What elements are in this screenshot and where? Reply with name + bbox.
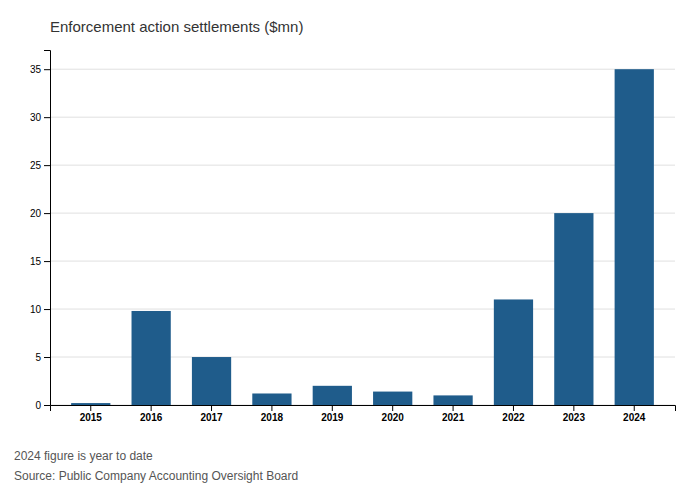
x-tick-mark (151, 405, 152, 411)
x-tick: 2016 (140, 405, 163, 423)
x-tick-mark (573, 405, 574, 411)
bar (554, 213, 593, 405)
x-tick-label: 2022 (502, 412, 525, 423)
x-axis-line (51, 406, 676, 412)
x-tick-label: 2024 (623, 412, 646, 423)
bar (71, 403, 110, 405)
y-tick: 25 (30, 160, 50, 171)
bar (615, 69, 654, 405)
x-tick: 2018 (261, 405, 284, 423)
y-tick-mark (44, 213, 50, 214)
bar (433, 395, 472, 405)
bar (373, 392, 412, 405)
grid-line (50, 165, 675, 166)
x-tick: 2019 (321, 405, 344, 423)
y-tick: 20 (30, 208, 50, 219)
y-tick-mark (44, 405, 50, 406)
y-tick: 10 (30, 304, 50, 315)
grid-line (50, 69, 675, 70)
y-tick-label: 35 (30, 64, 42, 75)
x-tick-mark (392, 405, 393, 411)
x-axis: 2015 2016 2017 2018 2019 2020 2021 2022 2023 2024 (51, 405, 676, 423)
y-tick-label: 20 (30, 208, 42, 219)
y-tick-label: 0 (35, 400, 41, 411)
y-tick-label: 25 (30, 160, 42, 171)
x-tick-label: 2023 (563, 412, 586, 423)
x-tick: 2021 (442, 405, 465, 423)
bar (313, 386, 352, 405)
x-tick-label: 2019 (321, 412, 344, 423)
y-tick-mark (44, 309, 50, 310)
x-tick-label: 2021 (442, 412, 465, 423)
grid (50, 69, 675, 405)
x-tick-label: 2016 (140, 412, 163, 423)
x-tick-label: 2015 (80, 412, 103, 423)
y-axis-line (44, 51, 51, 406)
x-tick-mark (271, 405, 272, 411)
y-tick-mark (44, 357, 50, 358)
y-tick: 30 (30, 112, 50, 123)
x-tick-label: 2017 (200, 412, 223, 423)
x-tick-mark (634, 405, 635, 411)
y-tick-label: 30 (30, 112, 42, 123)
y-tick-mark (44, 261, 50, 262)
x-tick: 2017 (200, 405, 223, 423)
x-tick: 2015 (80, 405, 103, 423)
y-tick-mark (44, 69, 50, 70)
x-tick: 2020 (382, 405, 405, 423)
bars (71, 69, 654, 405)
annotation: Source: Public Company Accounting Oversi… (14, 469, 298, 483)
y-tick-label: 10 (30, 304, 42, 315)
y-tick-mark (44, 117, 50, 118)
y-tick: 35 (30, 64, 50, 75)
bar (494, 299, 533, 405)
y-axis: 0 5 10 15 20 25 30 35 (30, 51, 51, 411)
title: Enforcement action settlements ($mn) (50, 18, 303, 35)
x-tick-mark (453, 405, 454, 411)
footer: 2024 figure is year to date Source: Publi… (14, 449, 298, 483)
plot: 0510152025303520152016201720182019202020… (30, 51, 676, 424)
x-tick-mark (513, 405, 514, 411)
bar (192, 357, 231, 405)
y-tick: 5 (35, 352, 50, 363)
bar (252, 393, 291, 405)
chart: 0510152025303520152016201720182019202020… (0, 0, 700, 500)
x-tick-mark (211, 405, 212, 411)
y-tick-label: 5 (35, 352, 41, 363)
x-tick-mark (90, 405, 91, 411)
x-tick-label: 2018 (261, 412, 284, 423)
annotation: 2024 figure is year to date (14, 449, 153, 463)
x-tick: 2023 (563, 405, 586, 423)
x-tick: 2022 (502, 405, 525, 423)
grid-line (50, 117, 675, 118)
y-tick: 0 (35, 400, 50, 411)
bar (132, 311, 171, 405)
x-tick-label: 2020 (382, 412, 405, 423)
x-tick: 2024 (623, 405, 646, 423)
y-tick: 15 (30, 256, 50, 267)
y-tick-mark (44, 165, 50, 166)
x-tick-mark (332, 405, 333, 411)
y-tick-label: 15 (30, 256, 42, 267)
